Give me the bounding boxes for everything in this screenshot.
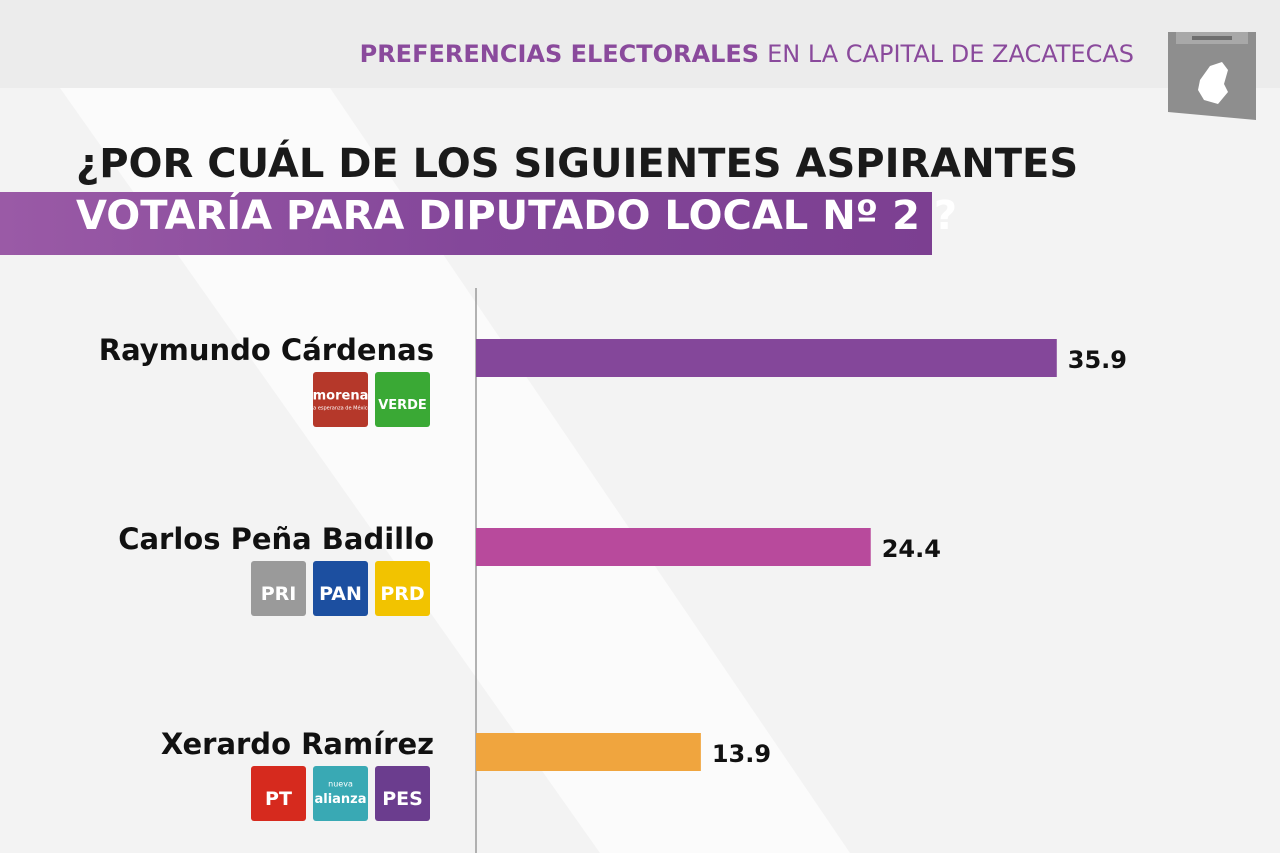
logo-label: PT [265,788,292,810]
ballot-icon [1168,32,1256,120]
value-label: 24.4 [882,535,941,563]
header-rest: EN LA CAPITAL DE ZACATECAS [767,40,1134,68]
logo-box [313,372,368,427]
bar [476,528,871,566]
logo-label: PAN [319,583,362,605]
logo-label: PES [382,788,423,810]
party-logo: PT [251,766,306,821]
logo-label: VERDE [378,398,427,413]
stripe [60,88,850,853]
bar [476,733,701,771]
header-bar [0,0,1280,88]
party-logo: VERDE [375,372,430,427]
header-bold: PREFERENCIAS ELECTORALES [360,40,759,68]
bar [476,339,1057,377]
logo-box [375,561,430,616]
title-band [0,192,932,255]
logo-sub: La esperanza de México [310,405,370,412]
logo-sub: nueva [328,780,353,789]
title-line: VOTARÍA PARA DIPUTADO LOCAL Nº 2 ? [76,191,957,239]
party-logo: PAN [313,561,368,616]
title-line: ¿POR CUÁL DE LOS SIGUIENTES ASPIRANTES [76,139,1078,187]
logo-label: alianza [314,792,366,807]
logo-box [313,561,368,616]
category-label: Carlos Peña Badillo [118,522,434,556]
category-label: Xerardo Ramírez [161,727,434,761]
logo-label: morena [313,389,369,404]
logo-box [251,766,306,821]
logo-box [375,372,430,427]
category-label: Raymundo Cárdenas [99,333,434,367]
party-logo: PRI [251,561,306,616]
logo-box [375,766,430,821]
header: PREFERENCIAS ELECTORALES EN LA CAPITAL DE… [360,40,1134,68]
party-logo: alianza nueva [313,766,368,821]
party-logo: PES [375,766,430,821]
logo-label: PRD [380,583,424,605]
value-label: 35.9 [1068,346,1127,374]
logo-label: PRI [261,583,297,605]
logo-box [313,766,368,821]
party-logo: PRD [375,561,430,616]
value-label: 13.9 [712,740,771,768]
logo-box [251,561,306,616]
